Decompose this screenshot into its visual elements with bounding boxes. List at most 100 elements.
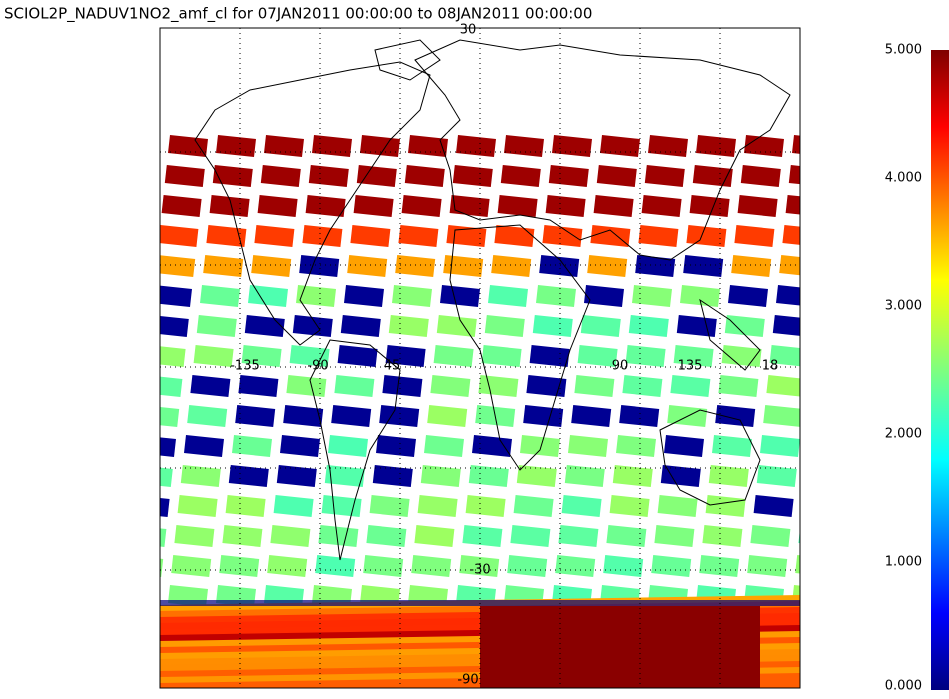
swath-cell xyxy=(792,135,800,154)
swath-cell xyxy=(411,555,452,577)
swath-cell xyxy=(606,525,647,547)
swath-cell xyxy=(584,285,624,307)
swath-cell xyxy=(296,285,336,307)
swath-cell xyxy=(769,345,800,367)
swath-cell xyxy=(72,135,112,157)
swath-cell xyxy=(98,345,138,367)
swath-cell xyxy=(417,495,458,517)
lon-label: 18 xyxy=(762,359,779,374)
swath-cell xyxy=(737,195,778,217)
swath-cell xyxy=(160,467,173,487)
swath-cell xyxy=(392,285,432,307)
swath-cell xyxy=(715,405,756,427)
swath-cell xyxy=(395,255,436,277)
swath-cell xyxy=(94,375,134,397)
swath-cell xyxy=(558,525,599,547)
swath-cell xyxy=(500,165,541,187)
swath-cell xyxy=(484,315,525,337)
swath-cell xyxy=(834,195,874,217)
lon-label: -135 xyxy=(230,359,260,374)
swath-cell xyxy=(184,435,224,457)
swath-cell xyxy=(180,465,221,487)
swath-cell xyxy=(590,225,631,247)
map-frame xyxy=(159,27,801,689)
swath-cell xyxy=(88,435,128,457)
swath-cell xyxy=(468,465,509,487)
colorbar-tick-label: 0.000 xyxy=(885,679,922,694)
swath-cell xyxy=(875,255,915,277)
swath-cell xyxy=(632,285,672,307)
swath-cell xyxy=(529,345,570,367)
swath-cell xyxy=(488,285,528,307)
swath-cell xyxy=(641,195,682,217)
swath-cell xyxy=(805,465,845,487)
swath-cell xyxy=(497,195,538,217)
swath-cell xyxy=(830,225,870,247)
swath-cell xyxy=(440,285,480,307)
swath-cell xyxy=(251,255,292,277)
swath-cell xyxy=(404,165,445,187)
swath-cell xyxy=(452,165,493,187)
map-area xyxy=(40,28,922,688)
swath-cell xyxy=(193,345,234,367)
swath-cell xyxy=(177,495,218,517)
swath-cell xyxy=(190,375,231,397)
swath-cell xyxy=(782,225,800,245)
swath-cell xyxy=(734,225,775,247)
swath-cell xyxy=(276,465,317,487)
swath-cell xyxy=(814,375,854,397)
swath-cell xyxy=(350,225,391,247)
swath-cell xyxy=(869,315,909,337)
swath-cell xyxy=(619,405,660,427)
swath-cell xyxy=(494,225,535,247)
swath-cell xyxy=(120,585,160,607)
swath-cell xyxy=(53,315,93,337)
swath-cell xyxy=(676,315,717,337)
swath-cell xyxy=(299,255,340,277)
swath-cell xyxy=(59,255,99,277)
swath-cell xyxy=(882,195,922,217)
swath-cell xyxy=(603,555,644,577)
swath-cell xyxy=(683,255,724,277)
swath-cell xyxy=(414,525,455,547)
swath-cell xyxy=(203,255,244,277)
colorbar-tick-label: 5.000 xyxy=(885,43,922,58)
swath-cell xyxy=(273,495,314,517)
swath-cell xyxy=(520,435,560,457)
swath-cell xyxy=(580,315,621,337)
swath-cell xyxy=(878,225,918,247)
lon-label: 45 xyxy=(384,359,401,374)
swath-cell xyxy=(212,165,253,187)
swath-cell xyxy=(772,315,800,336)
swath-cell xyxy=(366,525,407,547)
swath-cell xyxy=(160,406,180,427)
swath-cell xyxy=(561,495,602,517)
swath-cell xyxy=(628,315,669,337)
swath-cell xyxy=(728,285,768,307)
swath-cell xyxy=(705,495,746,517)
swath-cell xyxy=(859,405,899,427)
swath-cell xyxy=(376,435,416,457)
swath-cell xyxy=(510,525,551,547)
swath-cell xyxy=(818,345,858,367)
swath-cell xyxy=(555,555,596,577)
swath-cell xyxy=(552,135,592,157)
swath-cell xyxy=(232,435,272,457)
swath-cell xyxy=(200,285,240,307)
swath-cell xyxy=(446,225,487,247)
swath-cell xyxy=(401,195,442,217)
swath-cell xyxy=(283,405,324,427)
colorbar-tick-label: 2.000 xyxy=(885,427,922,442)
swath-cell xyxy=(564,465,605,487)
swath-cell xyxy=(114,195,154,217)
swath-cell xyxy=(625,345,666,367)
swath-cell xyxy=(657,495,698,517)
swath-cell xyxy=(532,315,573,337)
swath-cell xyxy=(660,465,701,487)
swath-cell xyxy=(753,495,794,517)
swath-cell xyxy=(548,165,589,187)
swath-cell xyxy=(616,435,656,457)
swath-cell xyxy=(78,525,118,547)
swath-cell xyxy=(40,435,80,457)
swath-cell xyxy=(308,165,349,187)
